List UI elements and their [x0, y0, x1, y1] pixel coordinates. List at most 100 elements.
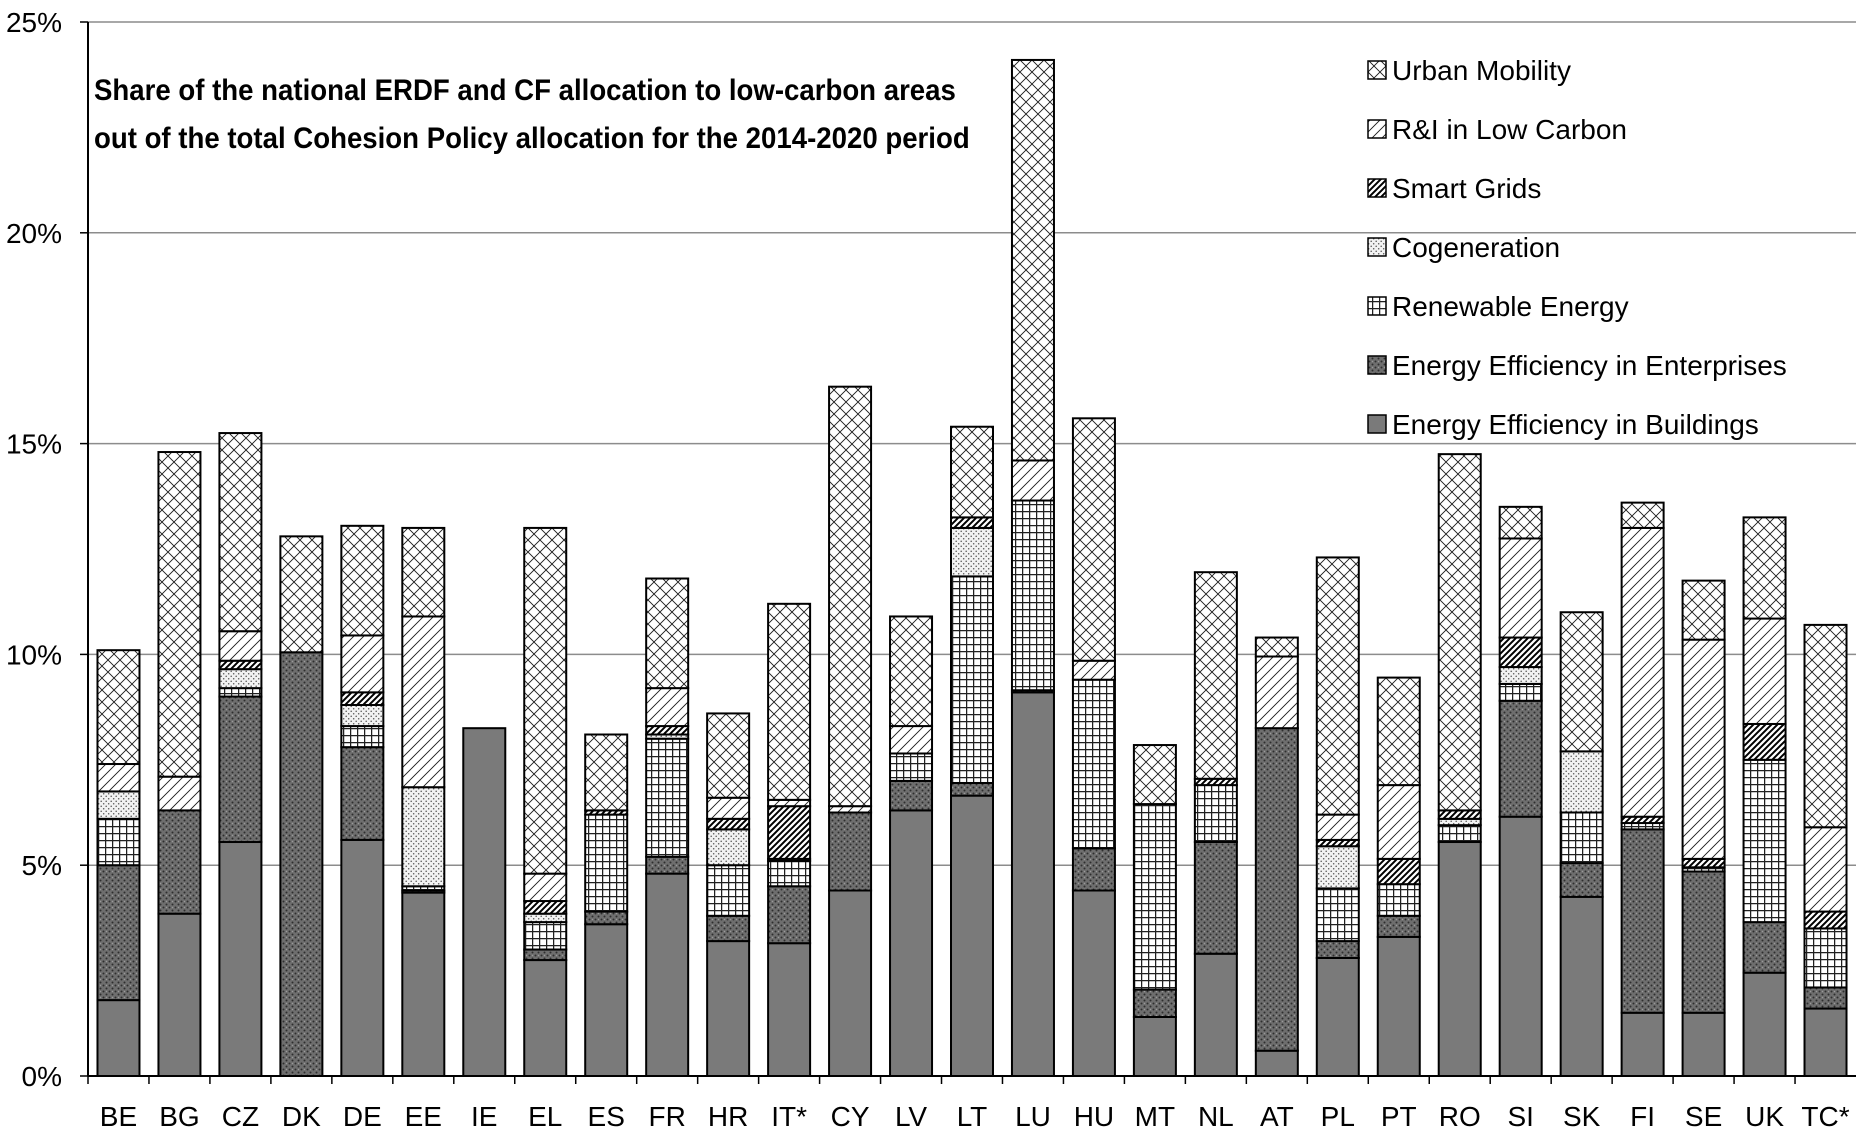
x-tick-label: BG — [159, 1101, 199, 1132]
bar-segment — [96, 649, 141, 766]
bar-segment — [1742, 722, 1787, 761]
bar-segment — [645, 687, 690, 728]
bar-segment — [1803, 910, 1848, 930]
x-tick-label: DE — [343, 1101, 382, 1132]
bar-segment — [401, 526, 446, 618]
bar-segment — [1803, 623, 1848, 829]
bar-segment — [523, 959, 568, 1077]
bar-segment — [1132, 744, 1177, 806]
bar-segment — [1681, 857, 1726, 869]
bar-segment — [523, 872, 568, 903]
bar-segment — [1010, 499, 1055, 692]
x-tick-label: CY — [831, 1101, 870, 1132]
bar-segment — [1132, 803, 1177, 991]
bar-segment — [218, 668, 263, 690]
bar-segment — [1376, 784, 1421, 860]
bar-segment — [1315, 556, 1360, 816]
bar-segment — [218, 695, 263, 844]
bar-segment — [1315, 940, 1360, 959]
bar-segment — [1742, 921, 1787, 974]
bar-segment — [401, 891, 446, 1077]
bar-segment — [889, 752, 934, 782]
legend-swatch — [1367, 414, 1387, 434]
bar-segment — [767, 602, 812, 801]
bar-segment — [706, 914, 751, 943]
bar-segment — [1559, 811, 1604, 865]
x-tick-label: TC* — [1801, 1101, 1849, 1132]
bar-segment — [767, 805, 812, 860]
bar-segment — [1437, 453, 1482, 812]
bar-segment — [1559, 895, 1604, 1077]
bar-segment — [1010, 459, 1055, 502]
bar-segment — [1010, 691, 1055, 1077]
bar-segment — [1193, 952, 1238, 1078]
x-tick-label: MT — [1135, 1101, 1175, 1132]
bar-segment — [1132, 1015, 1177, 1078]
x-tick-label: CZ — [222, 1101, 259, 1132]
legend-swatch — [1367, 237, 1387, 257]
x-tick-label: EL — [528, 1101, 562, 1132]
bar-segment — [1132, 988, 1177, 1018]
bar-segment — [218, 630, 263, 662]
bar-segment — [1620, 501, 1665, 529]
bar-segment — [96, 999, 141, 1077]
legend-label: R&I in Low Carbon — [1392, 114, 1627, 145]
bar-segment — [1071, 678, 1116, 850]
x-tick-label: UK — [1745, 1101, 1784, 1132]
bar-segment — [1437, 841, 1482, 1078]
bar-segment — [523, 921, 568, 951]
x-tick-label: IE — [471, 1101, 497, 1132]
bar-segment — [1803, 826, 1848, 913]
bar-segment — [1498, 682, 1543, 702]
legend-label: Cogeneration — [1392, 232, 1560, 263]
bar-segment — [1193, 571, 1238, 780]
bar-segment — [828, 889, 873, 1077]
bar-segment — [157, 809, 202, 915]
bar-segment — [340, 746, 385, 841]
legend-label: Renewable Energy — [1392, 291, 1629, 322]
bar-segment — [96, 817, 141, 867]
bar-segment — [340, 838, 385, 1077]
bar-segment — [584, 733, 629, 812]
legend-swatch — [1367, 178, 1387, 198]
bar-segment — [1315, 887, 1360, 943]
bar-segment — [584, 910, 629, 926]
x-tick-label: EE — [405, 1101, 442, 1132]
bar-segment — [645, 577, 690, 690]
x-tick-label: FI — [1630, 1101, 1655, 1132]
bar-segment — [889, 615, 934, 728]
bar-segment — [279, 535, 324, 654]
x-tick-label: SI — [1507, 1101, 1533, 1132]
x-tick-label: LU — [1015, 1101, 1051, 1132]
bar-segment — [157, 912, 202, 1078]
x-tick-label: PT — [1381, 1101, 1417, 1132]
bar-segment — [950, 575, 994, 784]
bar-segment — [1620, 828, 1665, 1014]
bar-segment — [1559, 611, 1604, 753]
legend-label: Smart Grids — [1392, 173, 1541, 204]
y-tick-label: 10% — [6, 639, 62, 670]
bar-segment — [1803, 1007, 1848, 1078]
bar-segment — [1254, 655, 1299, 730]
bar-segment — [1681, 1011, 1726, 1078]
bar-segment — [523, 900, 568, 915]
bar-segment — [523, 948, 568, 962]
bar-segment — [1315, 813, 1360, 841]
legend-swatch — [1367, 60, 1387, 80]
bar-segment — [1437, 809, 1482, 820]
bar-segment — [1620, 1011, 1665, 1078]
bar-segment — [828, 385, 873, 808]
bar-segment — [950, 781, 994, 797]
bar-segment — [889, 725, 934, 755]
bar-segment — [157, 451, 202, 778]
bar-segment — [523, 526, 568, 875]
axes: 0% 5% 10% 15% 20% 25% BE BG CZ DK DE EE IE EL ES FR HR IT… — [6, 7, 1856, 1132]
bar-segment — [462, 727, 507, 1077]
bar-segment — [645, 855, 690, 875]
x-tick-label: SE — [1685, 1101, 1722, 1132]
x-tick-label: IT* — [771, 1101, 807, 1132]
x-tick-label: FR — [649, 1101, 686, 1132]
bar-segment — [706, 828, 751, 867]
bar-segment — [706, 712, 751, 799]
